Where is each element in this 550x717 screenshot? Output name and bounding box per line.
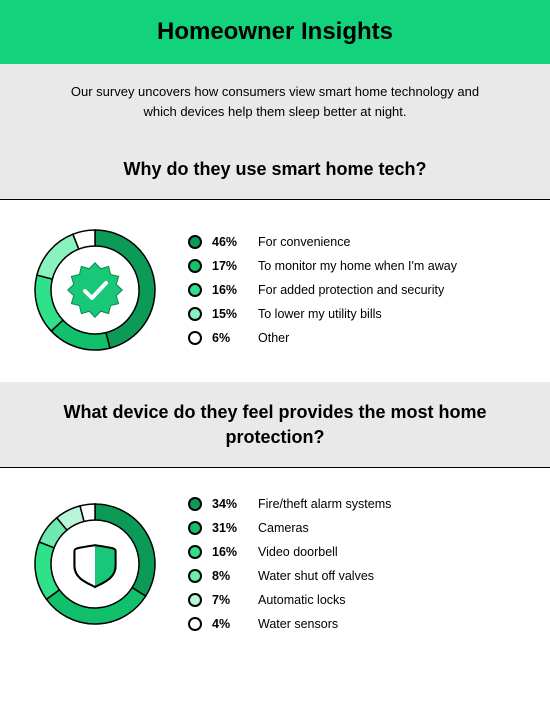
legend-label: Cameras: [258, 521, 530, 535]
legend-percent: 17%: [212, 259, 248, 273]
legend-dot-icon: [188, 235, 202, 249]
donut-chart: [29, 224, 161, 356]
intro-text: Our survey uncovers how consumers view s…: [60, 82, 490, 121]
donut-segment: [51, 320, 110, 350]
legend-row: 46% For convenience: [188, 230, 530, 254]
legend-dot-icon: [188, 593, 202, 607]
section: What device do they feel provides the mo…: [0, 382, 550, 662]
legend-column: 34% Fire/theft alarm systems 31% Cameras 16%…: [188, 492, 530, 636]
legend-dot-icon: [188, 521, 202, 535]
section-body: 46% For convenience 17% To monitor my home …: [0, 218, 550, 382]
legend-label: To lower my utility bills: [258, 307, 530, 321]
legend-dot-icon: [188, 331, 202, 345]
legend-percent: 8%: [212, 569, 248, 583]
legend-column: 46% For convenience 17% To monitor my home …: [188, 230, 530, 350]
legend-label: To monitor my home when I'm away: [258, 259, 530, 273]
legend-dot-icon: [188, 545, 202, 559]
legend-percent: 31%: [212, 521, 248, 535]
legend-row: 16% Video doorbell: [188, 540, 530, 564]
section-heading-text: What device do they feel provides the mo…: [60, 400, 490, 449]
section: Why do they use smart home tech? 46% For c…: [0, 139, 550, 382]
legend-label: Fire/theft alarm systems: [258, 497, 530, 511]
donut-column: [20, 224, 170, 356]
legend-label: Video doorbell: [258, 545, 530, 559]
legend-row: 8% Water shut off valves: [188, 564, 530, 588]
legend-row: 7% Automatic locks: [188, 588, 530, 612]
legend-row: 31% Cameras: [188, 516, 530, 540]
legend-percent: 15%: [212, 307, 248, 321]
intro-band: Our survey uncovers how consumers view s…: [0, 64, 550, 139]
donut-segment: [37, 235, 79, 280]
legend-label: For convenience: [258, 235, 530, 249]
legend-dot-icon: [188, 617, 202, 631]
donut-segment: [35, 542, 59, 599]
divider: [0, 199, 550, 200]
divider: [0, 467, 550, 468]
badge-check-icon: [68, 263, 123, 318]
legend-dot-icon: [188, 259, 202, 273]
legend-percent: 7%: [212, 593, 248, 607]
donut-segment: [35, 275, 63, 331]
legend-row: 17% To monitor my home when I'm away: [188, 254, 530, 278]
donut-column: [20, 498, 170, 630]
section-body: 34% Fire/theft alarm systems 31% Cameras 16%…: [0, 486, 550, 662]
legend-label: For added protection and security: [258, 283, 530, 297]
legend-percent: 46%: [212, 235, 248, 249]
legend-percent: 34%: [212, 497, 248, 511]
donut-segment: [46, 587, 145, 623]
legend-dot-icon: [188, 569, 202, 583]
legend-percent: 16%: [212, 283, 248, 297]
legend-percent: 16%: [212, 545, 248, 559]
donut-chart: [29, 498, 161, 630]
legend-percent: 4%: [212, 617, 248, 631]
legend-row: 6% Other: [188, 326, 530, 350]
legend-label: Other: [258, 331, 530, 345]
legend-row: 4% Water sensors: [188, 612, 530, 636]
legend-percent: 6%: [212, 331, 248, 345]
legend-label: Water shut off valves: [258, 569, 530, 583]
header-band: Homeowner Insights: [0, 0, 550, 64]
shield-half: [95, 543, 132, 597]
section-heading-text: Why do they use smart home tech?: [60, 157, 490, 181]
section-heading: What device do they feel provides the mo…: [0, 382, 550, 467]
legend-row: 15% To lower my utility bills: [188, 302, 530, 326]
legend-dot-icon: [188, 497, 202, 511]
section-heading: Why do they use smart home tech?: [0, 139, 550, 199]
page-title: Homeowner Insights: [0, 18, 550, 46]
legend-row: 16% For added protection and security: [188, 278, 530, 302]
legend-label: Automatic locks: [258, 593, 530, 607]
legend-row: 34% Fire/theft alarm systems: [188, 492, 530, 516]
legend-dot-icon: [188, 283, 202, 297]
legend-label: Water sensors: [258, 617, 530, 631]
legend-dot-icon: [188, 307, 202, 321]
